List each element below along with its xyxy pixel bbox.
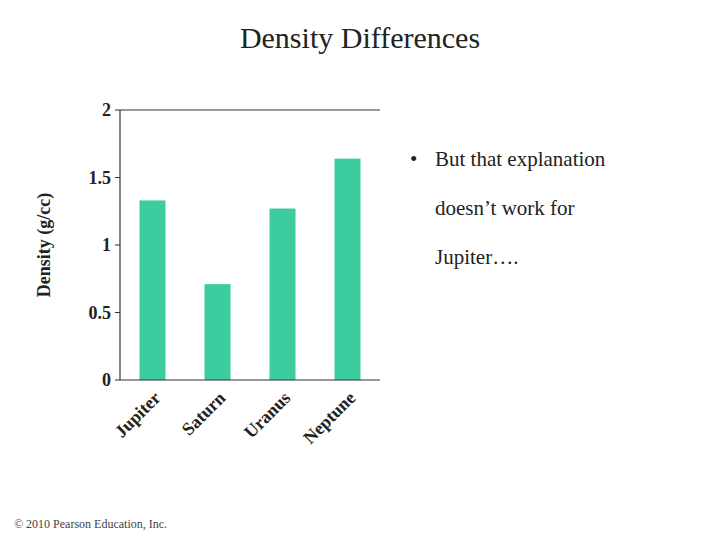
annotation: doesn’t work for xyxy=(435,196,575,220)
y-tick-label: 0.5 xyxy=(89,303,112,323)
y-tick-label: 1 xyxy=(102,235,111,255)
bar xyxy=(205,284,231,380)
y-axis-label: Density (g/cc) xyxy=(34,193,55,297)
bar xyxy=(140,200,166,380)
y-tick xyxy=(115,177,120,178)
annotation: Jupiter…. xyxy=(435,245,518,269)
title: Density Differences xyxy=(240,21,480,54)
top-border xyxy=(120,109,380,110)
y-tick xyxy=(115,245,120,246)
y-tick xyxy=(115,380,120,381)
x-tick-label: Uranus xyxy=(240,388,294,442)
y-tick xyxy=(115,110,120,111)
x-tick-label: Jupiter xyxy=(111,388,165,442)
bullet: • xyxy=(410,147,417,171)
annotation: But that explanation xyxy=(435,147,606,171)
y-tick-label: 1.5 xyxy=(89,168,112,188)
bar xyxy=(335,159,361,380)
bar xyxy=(270,209,296,380)
y-tick-label: 2 xyxy=(102,100,111,120)
x-tick-label: Saturn xyxy=(178,388,230,440)
x-tick-label: Neptune xyxy=(299,388,359,448)
bars xyxy=(140,159,361,380)
y-tick xyxy=(115,312,120,313)
y-tick-label: 0 xyxy=(102,370,111,390)
x-axis-line xyxy=(120,379,380,380)
copyright: © 2010 Pearson Education, Inc. xyxy=(14,517,167,531)
chart: Density Differences 0 0.5 1 1.5 2 JupiterSatur… xyxy=(0,0,720,540)
